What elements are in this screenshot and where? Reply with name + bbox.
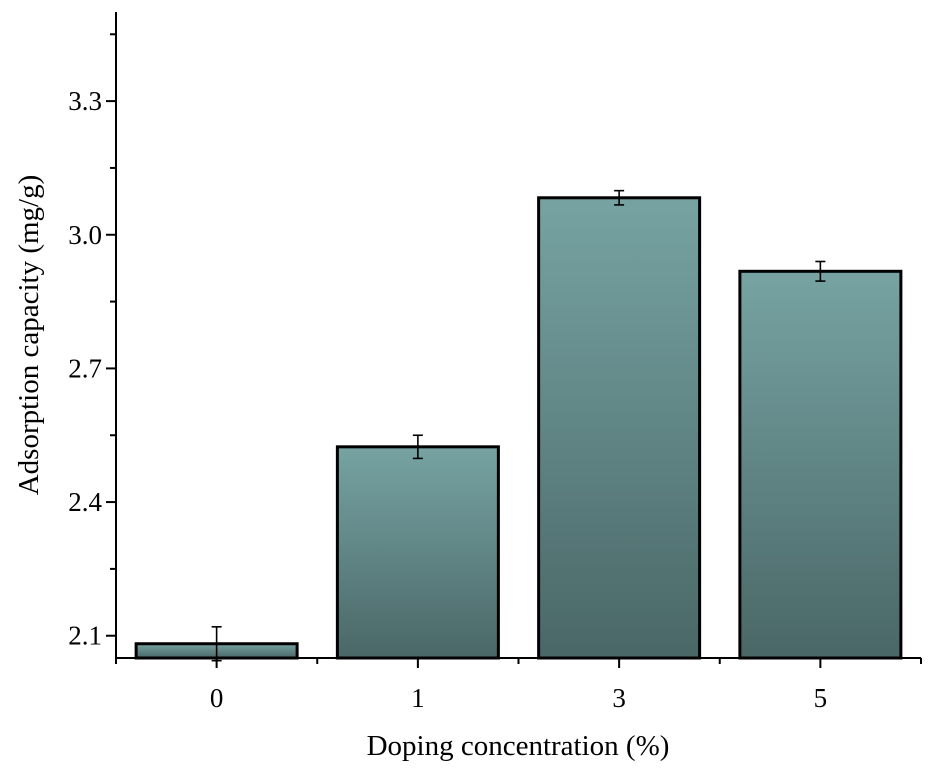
bar-5 (738, 269, 903, 660)
bar-1 (335, 445, 500, 660)
bars (134, 196, 903, 660)
x-tick-label-0: 0 (210, 683, 224, 713)
x-axis-ticks: 0 1 3 5 (115, 658, 922, 713)
y-axis-title: Adsorption capacity (mg/g) (13, 175, 45, 496)
bar-3 (537, 196, 702, 660)
y-axis-ticks: 2.1 2.4 2.7 3.0 3.3 (68, 33, 116, 651)
x-axis-title: Doping concentration (%) (367, 730, 670, 762)
x-tick-label-3: 3 (612, 683, 626, 713)
x-tick-label-5: 5 (814, 683, 828, 713)
error-bars (211, 189, 826, 662)
y-tick-label: 2.4 (68, 487, 102, 517)
x-tick-label-1: 1 (411, 683, 425, 713)
y-tick-label: 2.1 (68, 621, 102, 651)
y-tick-label: 3.3 (68, 86, 102, 116)
y-tick-label: 3.0 (68, 220, 102, 250)
y-tick-label: 2.7 (68, 353, 102, 383)
